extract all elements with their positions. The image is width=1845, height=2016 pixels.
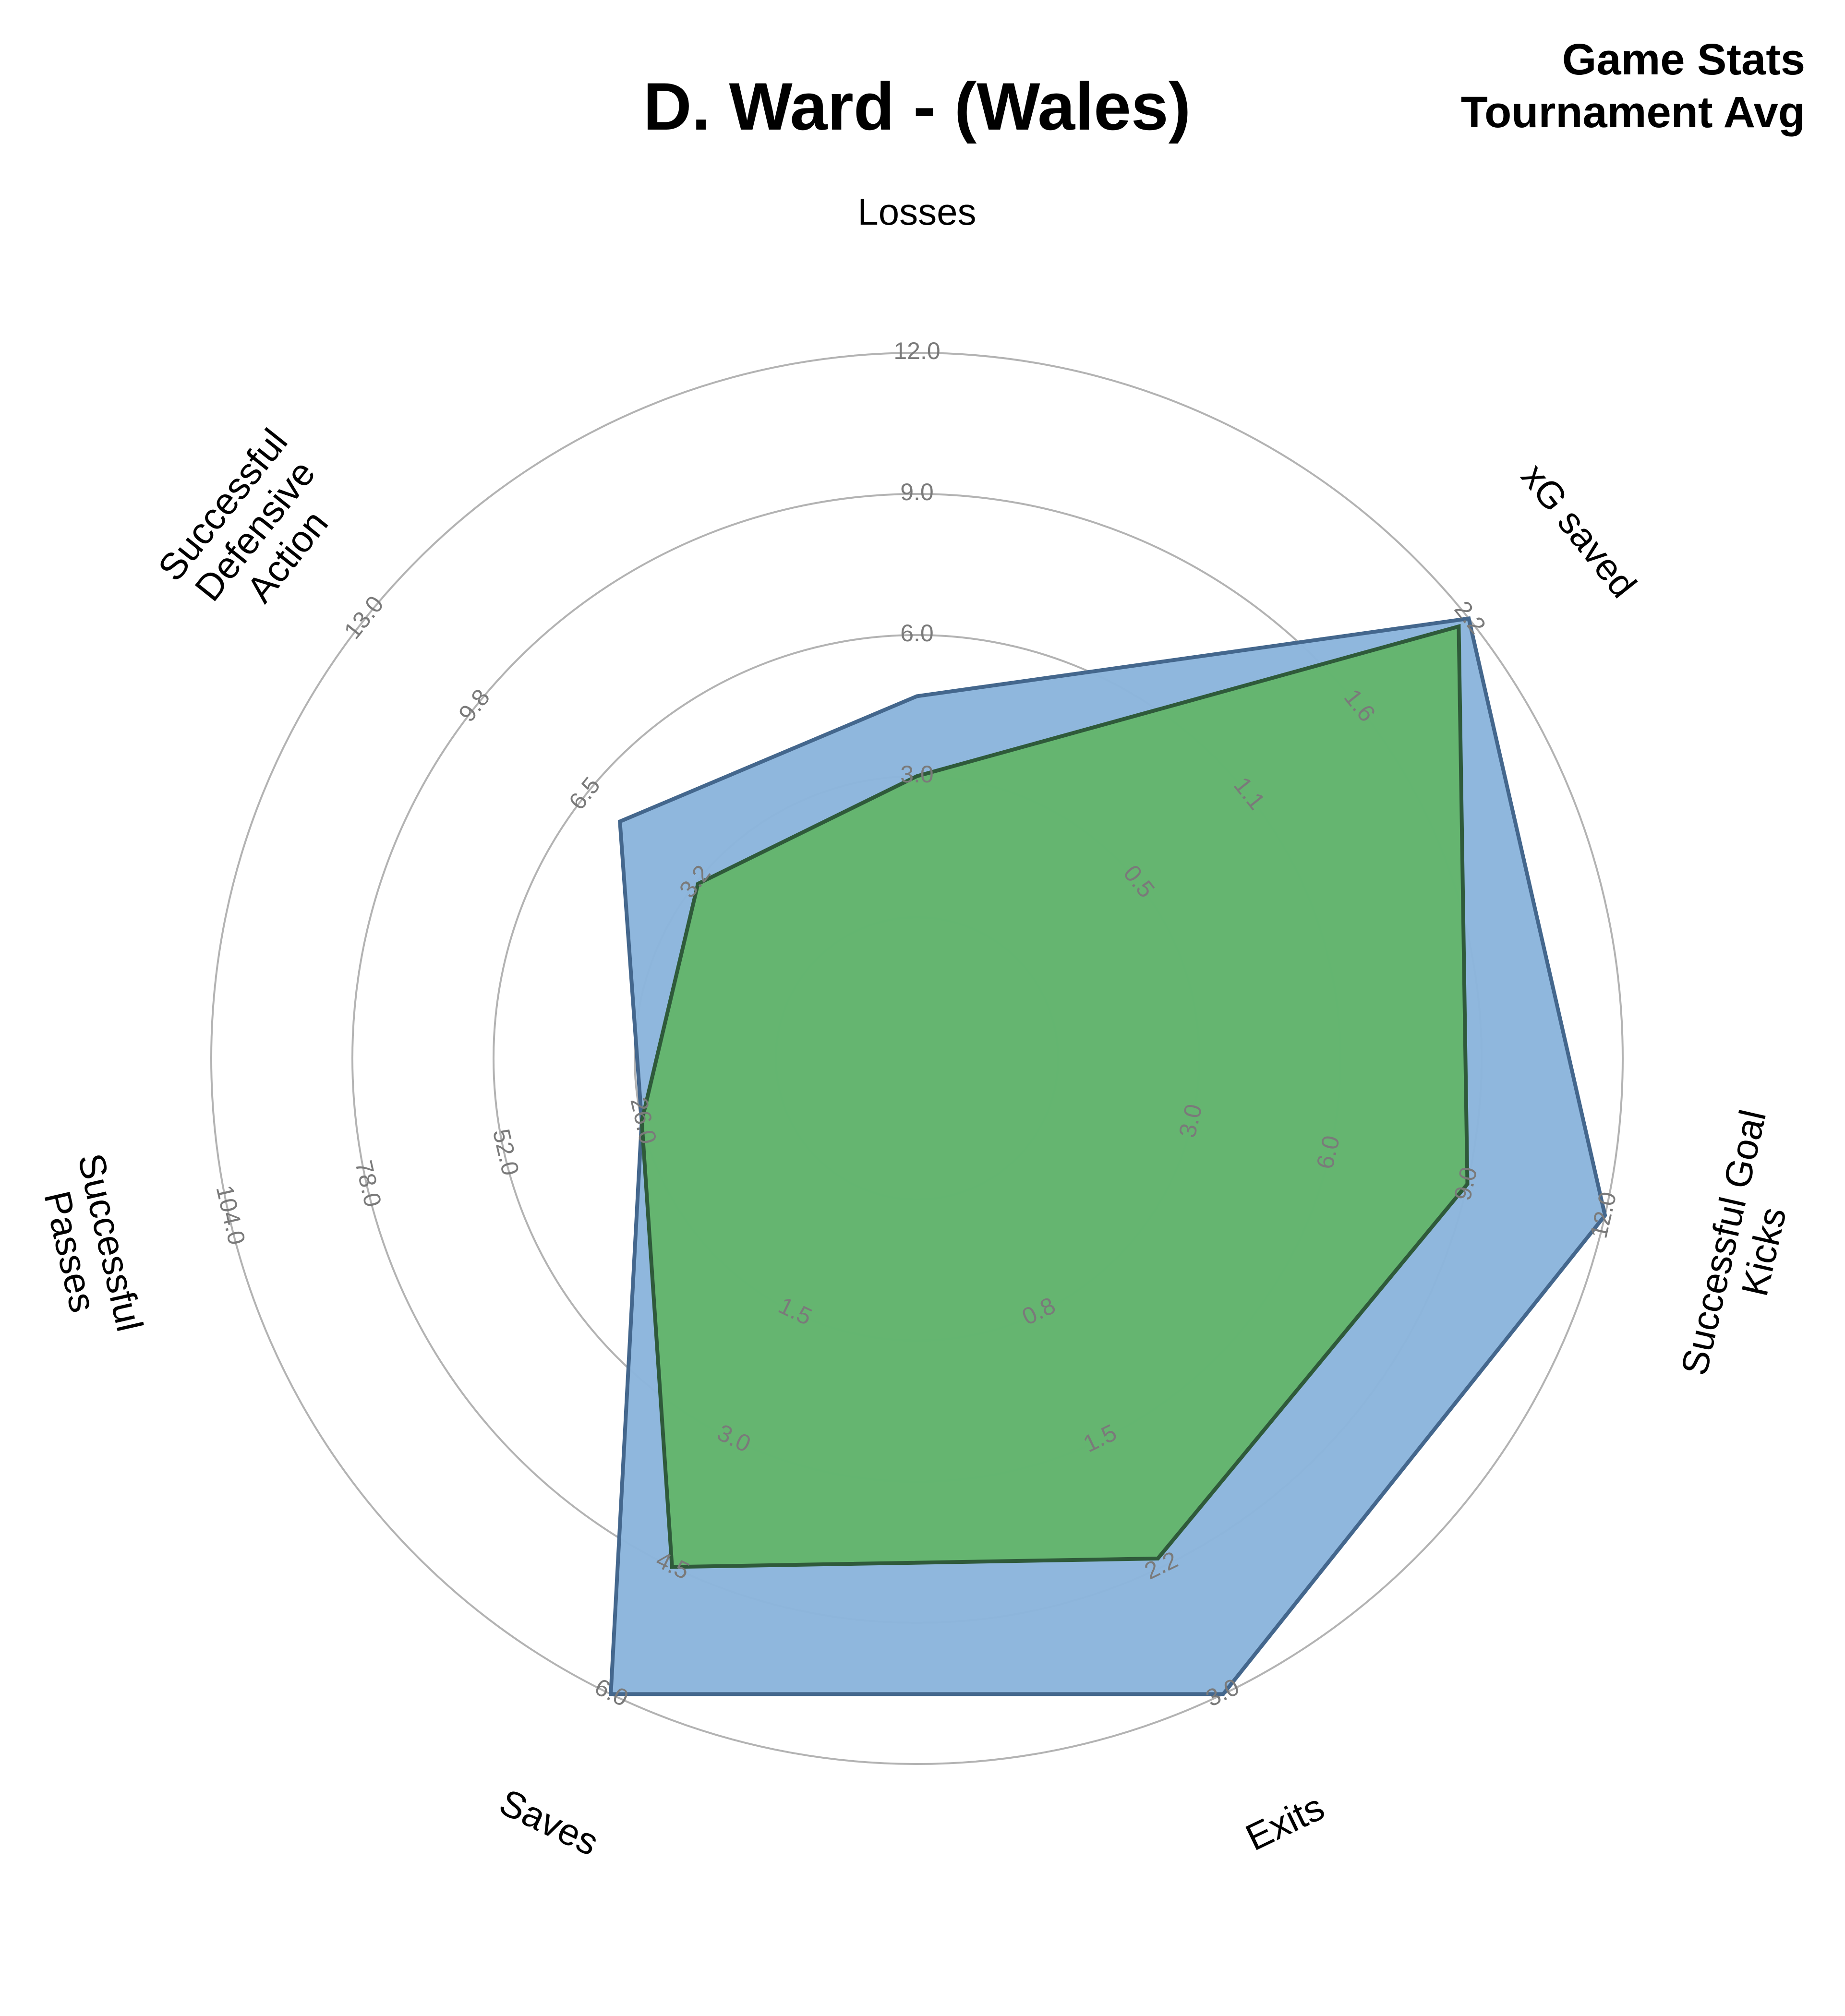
tick-label-losses-2: 6.0 <box>900 620 934 647</box>
tick-label-successful-passes-2: 52.0 <box>488 1127 524 1178</box>
axis-label-losses: Losses <box>857 191 976 233</box>
tick-label-losses-4: 12.0 <box>893 337 940 364</box>
tick-label-successful-passes-4: 104.0 <box>211 1183 250 1247</box>
axis-label-successful-goal-kicks: Successful GoalKicks <box>1673 1106 1814 1388</box>
legend-tournament-avg: Tournament Avg <box>1461 88 1805 137</box>
grid-ring-5 <box>210 352 1624 1765</box>
axis-label-successful-passes: SuccessfulPasses <box>30 1150 152 1344</box>
tick-label-losses-3: 9.0 <box>900 479 934 505</box>
axis-label-exits: Exits <box>1239 1786 1330 1859</box>
series-polygons <box>608 616 1607 1696</box>
tick-label-losses-1: 3.0 <box>900 761 934 788</box>
chart-title: D. Ward - (Wales) <box>643 69 1191 144</box>
axis-label-saves: Saves <box>493 1780 605 1863</box>
axis-label-successful-defensive-action: SuccessfulDefensiveAction <box>150 421 360 640</box>
series-tournament-avg <box>639 624 1470 1569</box>
axis-label-xg-saved: xG saved <box>1513 456 1645 605</box>
tick-label-successful-passes-3: 78.0 <box>350 1158 386 1209</box>
legend-game-stats: Game Stats <box>1562 35 1805 84</box>
